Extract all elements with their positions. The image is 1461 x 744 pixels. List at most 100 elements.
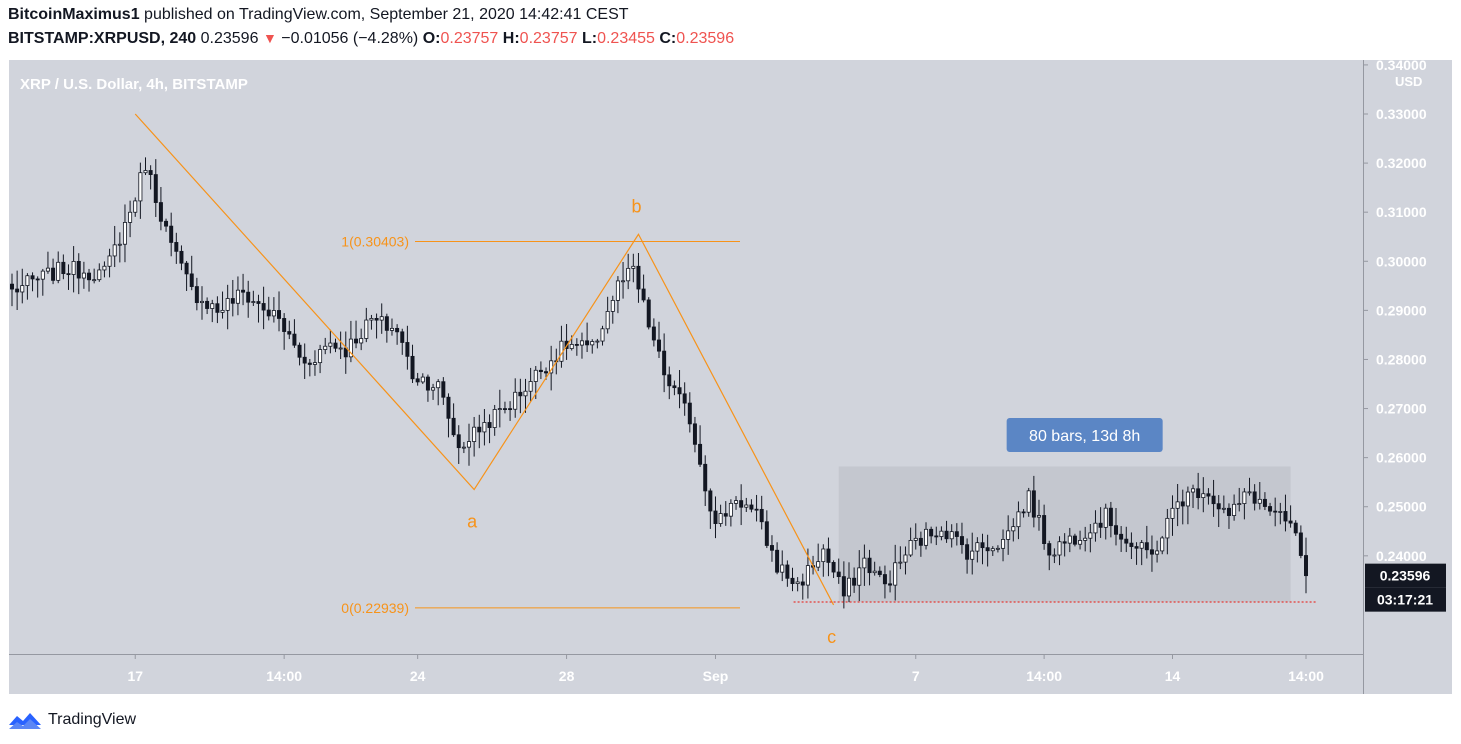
candle (759, 495, 764, 530)
candle (1211, 479, 1216, 517)
candle (30, 272, 35, 292)
candle-body (456, 434, 461, 449)
author-name[interactable]: BitcoinMaximus1 (8, 6, 140, 23)
candle (852, 567, 857, 593)
candle (112, 225, 117, 268)
candle-body (271, 310, 276, 317)
candle (795, 577, 800, 592)
candle (1057, 536, 1062, 566)
candle (528, 367, 533, 402)
candle (400, 328, 405, 355)
candle (975, 537, 980, 563)
candle-body (1134, 546, 1139, 549)
candle-body (66, 273, 71, 276)
candle (713, 496, 718, 539)
candle (87, 268, 92, 292)
footer[interactable]: TradingView (8, 708, 136, 732)
candle-body (718, 513, 723, 524)
candle-body (888, 583, 893, 586)
candle (1216, 495, 1221, 528)
candle-body (533, 369, 538, 382)
candle (1139, 539, 1144, 566)
candle-body (985, 547, 990, 552)
candle (225, 284, 230, 330)
candle (348, 320, 353, 363)
x-tick-label: 28 (559, 668, 575, 684)
candle (1129, 532, 1134, 560)
candle (1155, 540, 1160, 563)
candle (441, 377, 446, 405)
candle-body (882, 574, 887, 585)
candle (384, 313, 389, 343)
candle (1036, 499, 1041, 531)
candle (302, 343, 307, 379)
candle-body (482, 422, 487, 433)
candle (749, 499, 754, 513)
candle (785, 560, 790, 587)
candle (235, 276, 240, 316)
candle (949, 524, 954, 548)
candle (97, 263, 102, 282)
candle-body (1026, 490, 1031, 513)
candle (590, 339, 595, 354)
candle (1221, 495, 1226, 514)
candle (318, 344, 323, 374)
candle-body (1036, 515, 1041, 518)
candle-body (970, 550, 975, 560)
candle (1083, 526, 1088, 552)
candle-body (117, 243, 122, 246)
candle-body (913, 537, 918, 541)
candle (954, 523, 959, 546)
candle (312, 350, 317, 376)
candle (1042, 504, 1047, 550)
candle (862, 544, 867, 586)
publish-info: BitcoinMaximus1 published on TradingView… (8, 6, 629, 24)
candle (148, 165, 153, 190)
candle-body (1124, 538, 1129, 544)
measure-label: 80 bars, 13d 8h (1029, 428, 1140, 445)
candle-body (872, 570, 877, 574)
candle (35, 276, 40, 298)
candle (508, 401, 513, 421)
candle (261, 286, 266, 330)
candle (15, 270, 20, 310)
candle (1067, 527, 1072, 553)
candle-body (1304, 555, 1308, 577)
candle-body (708, 490, 713, 512)
candle-body (646, 299, 651, 328)
candle-body (698, 443, 703, 465)
candle-body (739, 500, 744, 508)
candle (420, 373, 425, 384)
y-tick-label: 0.25000 (1376, 499, 1427, 515)
candle (436, 379, 441, 406)
candle (1242, 488, 1247, 520)
candle (405, 325, 410, 370)
candle (410, 344, 415, 383)
candle-body (790, 577, 795, 584)
candle-body (1001, 538, 1006, 549)
symbol-label: BITSTAMP:XRPUSD, 240 (8, 30, 197, 47)
y-tick-label: 0.29000 (1376, 302, 1427, 318)
candle-body (980, 542, 985, 549)
candle-body (92, 279, 97, 282)
candle-body (51, 267, 56, 281)
candle (944, 520, 949, 543)
candle (292, 319, 297, 348)
candle (913, 523, 918, 550)
candle (595, 338, 600, 349)
fib-layer: 1(0.30403) 0(0.22939) (341, 233, 740, 616)
candle (431, 383, 436, 400)
wave-label-a: a (467, 512, 478, 532)
close-value: 0.23596 (676, 30, 735, 47)
candle (836, 558, 841, 584)
candle (1180, 489, 1185, 525)
footer-brand: TradingView (48, 711, 137, 728)
y-tick-label: 0.24000 (1376, 548, 1427, 564)
candle-body (1242, 491, 1247, 504)
candle (605, 296, 610, 334)
candle-body (61, 261, 66, 275)
candle-body (626, 267, 631, 282)
candle (847, 562, 851, 603)
candle-body (1006, 530, 1011, 540)
